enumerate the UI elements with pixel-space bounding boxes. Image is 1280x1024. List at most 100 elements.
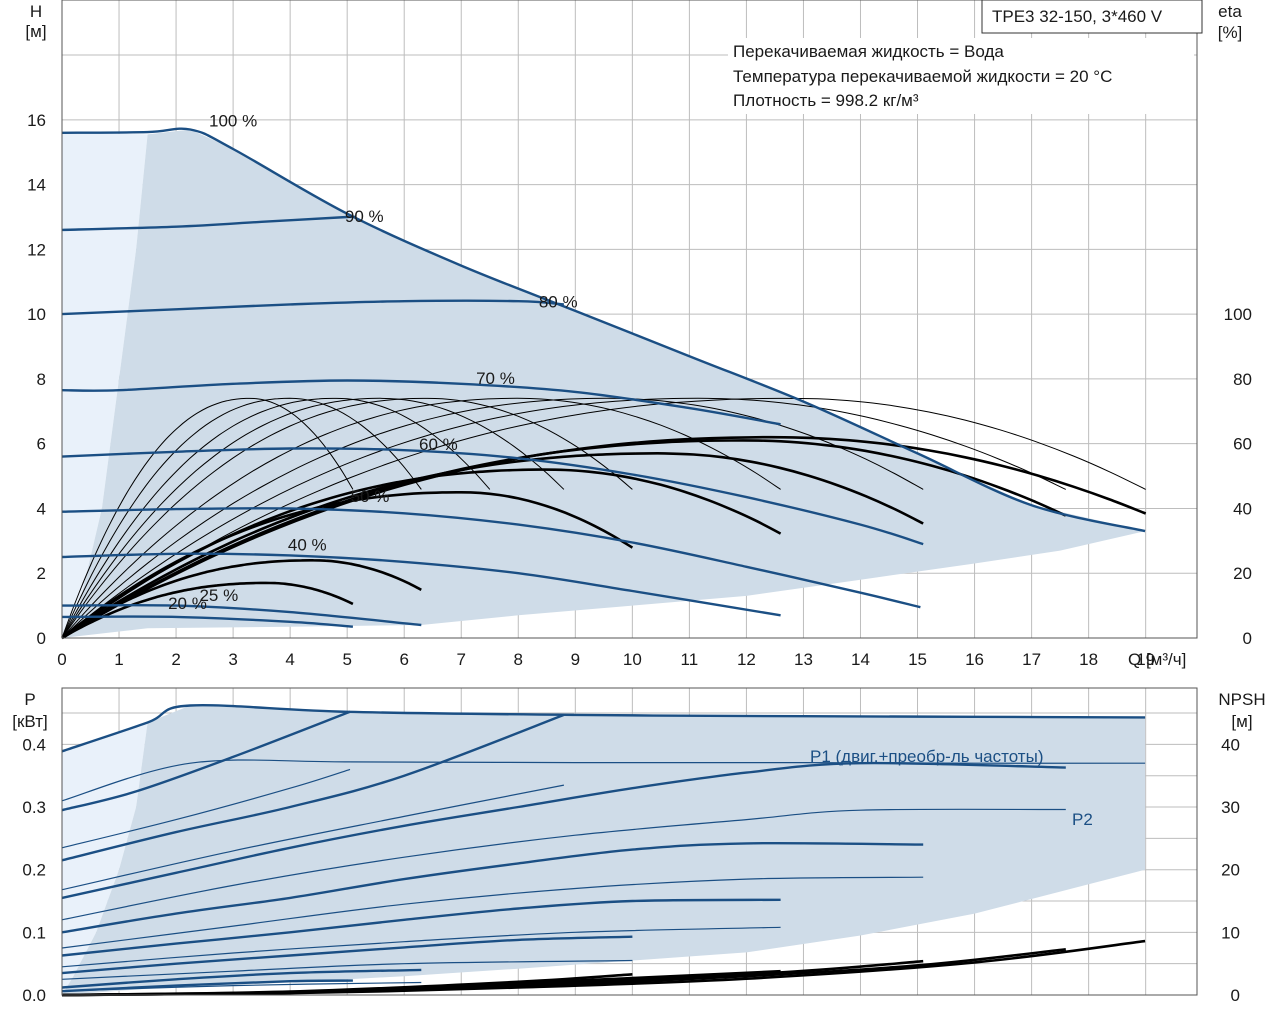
h-tick-label: 12 — [27, 240, 46, 259]
p-axis-label: P — [24, 690, 35, 709]
p1-curve — [61, 704, 1146, 753]
eta-tick-label: 80 — [1233, 370, 1252, 389]
q-tick-label: 11 — [681, 650, 699, 669]
h-tick-label: 16 — [27, 111, 46, 130]
p-tick-label: 0.4 — [22, 735, 46, 754]
p1-curve — [61, 968, 422, 989]
eta-tick-labels: 0 20 40 60 80 100 — [1224, 305, 1252, 648]
info-background — [728, 38, 1194, 114]
efficiency-curve-bold — [61, 435, 1147, 640]
top-plot-frame — [61, 0, 1198, 639]
head-curve-label: 50 % — [351, 487, 390, 506]
head-curves — [61, 127, 1146, 628]
p-tick-label: 0.3 — [22, 798, 46, 817]
p-tick-label: 0.1 — [22, 923, 46, 942]
efficiency-curve-thin — [61, 397, 781, 639]
npsh-tick-label: 10 — [1221, 923, 1240, 942]
p2-curve — [61, 784, 565, 891]
p2-curve — [61, 876, 924, 949]
p2-curve — [61, 926, 781, 968]
h-tick-label: 8 — [37, 370, 46, 389]
npsh-curves — [61, 939, 1146, 997]
efficiency-curve-thin — [61, 397, 633, 639]
eta-tick-label: 100 — [1224, 305, 1252, 324]
p2-curve — [61, 759, 1146, 802]
eta-tick-label: 60 — [1233, 435, 1252, 454]
p-axis-unit: [кВт] — [12, 712, 47, 731]
head-curve-40 — [61, 552, 781, 617]
q-tick-label: 6 — [399, 650, 408, 669]
q-tick-label: 15 — [908, 650, 927, 669]
head-curve-label: 20 % — [168, 594, 207, 613]
q-tick-label: 2 — [171, 650, 180, 669]
p-tick-labels: 0.0 0.1 0.2 0.3 0.4 — [22, 735, 46, 1005]
p2-curve — [61, 959, 633, 980]
npsh-axis-label: NPSH — [1218, 690, 1265, 709]
q-tick-label: 16 — [965, 650, 984, 669]
p2-curve — [61, 768, 351, 849]
q-tick-label: 14 — [851, 650, 870, 669]
q-tick-label: 17 — [1022, 650, 1041, 669]
top-region-main — [62, 129, 1146, 638]
head-curve-label: 70 % — [476, 369, 515, 388]
p2-curve — [61, 808, 1066, 921]
efficiency-curve-thin — [61, 397, 422, 639]
info-temperature: Температура перекачиваемой жидкости = 20… — [733, 67, 1112, 86]
head-curve-labels: 100 % 90 % 80 % 70 % 60 % 50 % 40 % 25 %20 % — [168, 111, 577, 613]
head-curve-label: 60 % — [419, 435, 458, 454]
q-tick-label: 13 — [794, 650, 813, 669]
efficiency-curve-thin — [61, 397, 565, 639]
q-tick-label: 5 — [342, 650, 351, 669]
npsh-curve — [61, 973, 633, 997]
p-tick-label: 0.2 — [22, 861, 46, 880]
p2-label: P2 — [1072, 810, 1093, 829]
head-curve-70 — [61, 379, 781, 426]
head-curve-label: 25 % — [199, 586, 238, 605]
p1-curve — [61, 713, 565, 862]
q-tick-label: 1 — [114, 650, 123, 669]
eta-tick-label: 40 — [1233, 499, 1252, 518]
efficiency-curve-thin — [61, 397, 1146, 639]
h-tick-label: 10 — [27, 305, 46, 324]
head-curve-50 — [61, 507, 921, 609]
q-tick-label: 12 — [737, 650, 756, 669]
q-tick-label: 8 — [514, 650, 523, 669]
model-title: TPE3 32-150, 3*460 V — [992, 7, 1163, 26]
efficiency-curve-bold — [61, 581, 354, 640]
h-tick-label: 4 — [37, 499, 46, 518]
h-tick-label: 0 — [37, 629, 46, 648]
eta-axis-unit: [%] — [1218, 23, 1243, 42]
head-curve-60 — [61, 447, 924, 546]
power-curves — [61, 704, 1146, 993]
top-x-tick-labels: 0 1 2 3 4 5 6 7 8 9 10 11 12 13 14 15 16 17 18 19 — [57, 650, 1155, 669]
p1-curve — [61, 761, 1066, 900]
q-tick-label: 18 — [1079, 650, 1098, 669]
bottom-region-main — [62, 705, 1146, 995]
bottom-region-light — [62, 722, 148, 995]
head-curve-80 — [61, 299, 564, 316]
q-tick-label: 0 — [57, 650, 66, 669]
model-title-box — [981, 0, 1203, 34]
efficiency-curve-thin — [61, 397, 354, 639]
npsh-tick-label: 30 — [1221, 798, 1240, 817]
npsh-tick-label: 40 — [1221, 735, 1240, 754]
efficiency-curve-thin — [61, 397, 491, 639]
head-curve-label: 100 % — [209, 111, 257, 130]
head-curve-label: 40 % — [288, 536, 327, 555]
head-curve-90 — [61, 215, 356, 232]
npsh-tick-labels: 0 10 20 30 40 — [1221, 735, 1240, 1005]
q-tick-label: 9 — [571, 650, 580, 669]
p1-curve — [61, 935, 633, 975]
p-tick-label: 0.0 — [22, 986, 46, 1005]
bottom-plot-frame — [61, 687, 1198, 996]
head-curve-label: 80 % — [539, 293, 578, 312]
h-axis-label: H — [30, 2, 42, 21]
p1-curve — [61, 841, 924, 934]
info-fluid: Перекачиваемая жидкость = Вода — [733, 42, 1004, 61]
npsh-tick-label: 0 — [1231, 986, 1240, 1005]
h-tick-label: 6 — [37, 435, 46, 454]
eta-tick-label: 0 — [1243, 629, 1252, 648]
head-curve-label: 90 % — [345, 207, 384, 226]
p1-curve — [61, 710, 351, 812]
